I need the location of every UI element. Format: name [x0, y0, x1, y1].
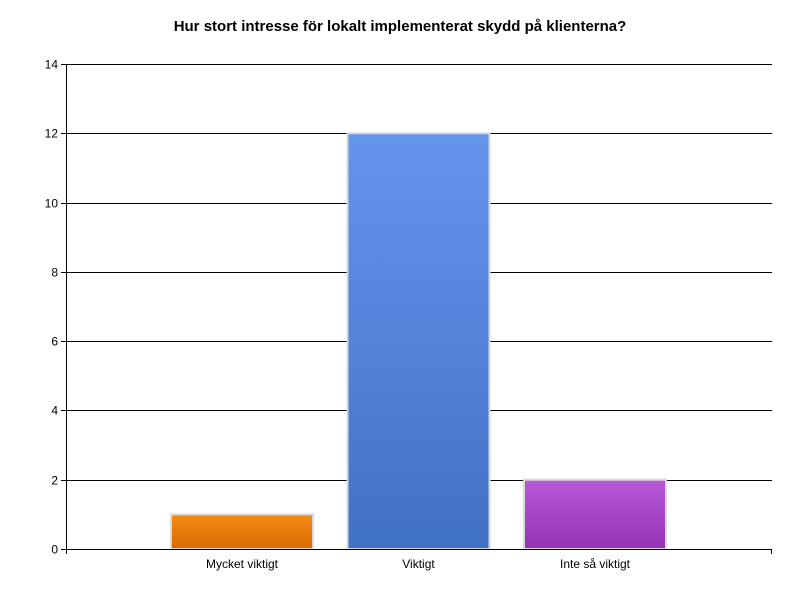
tick-labels: 0 2 4 6 8 10 12 14 Mycket viktigt Viktigt Inte så …: [45, 58, 631, 572]
y-tick-label: 12: [45, 127, 59, 141]
x-tick-label: Viktigt: [402, 557, 435, 571]
bar-0: [170, 513, 314, 550]
bar-1: [346, 132, 491, 551]
y-tick-label: 2: [51, 474, 58, 488]
chart-title: Hur stort intresse för lokalt implemente…: [173, 18, 627, 35]
x-tick-label: Mycket viktigt: [206, 557, 279, 571]
y-tick-label: 14: [45, 58, 59, 72]
y-tick-label: 4: [51, 404, 58, 418]
bar-2: [523, 478, 667, 551]
y-tick-label: 8: [51, 266, 58, 280]
axes: [61, 64, 772, 554]
y-tick-label: 6: [51, 335, 58, 349]
bars: [170, 132, 667, 551]
y-tick-label: 0: [51, 543, 58, 557]
y-tick-label: 10: [45, 197, 59, 211]
x-tick-label: Inte så viktigt: [560, 557, 631, 571]
